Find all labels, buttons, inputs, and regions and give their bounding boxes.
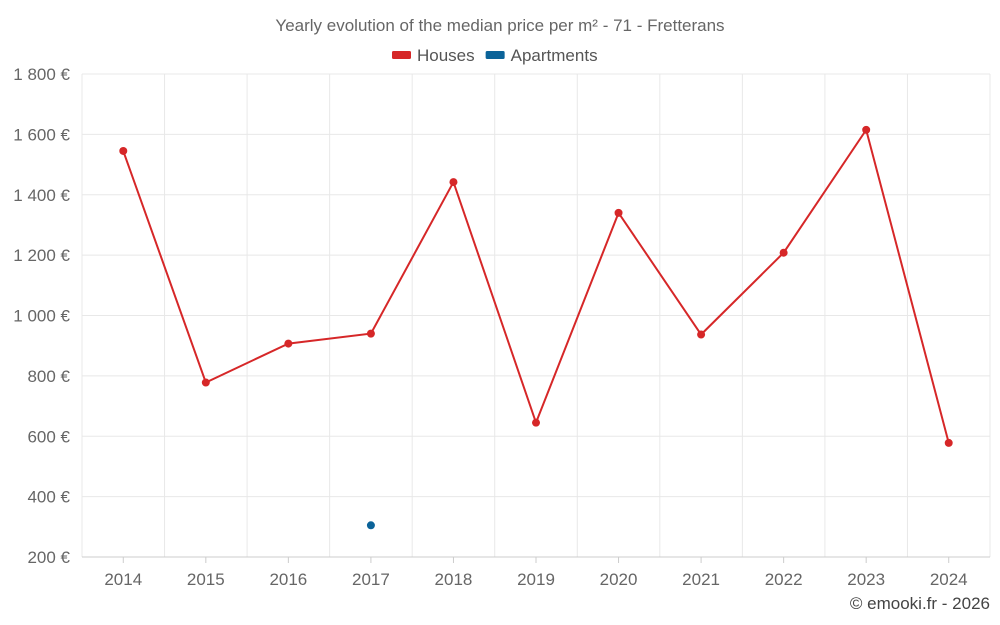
legend: Houses Apartments <box>392 46 598 65</box>
legend-swatch <box>392 51 411 59</box>
x-tick-label: 2017 <box>352 570 390 589</box>
x-tick-label: 2018 <box>435 570 473 589</box>
x-tick-label: 2022 <box>765 570 803 589</box>
x-tick-label: 2023 <box>847 570 885 589</box>
data-point[interactable] <box>201 378 210 387</box>
chart-title: Yearly evolution of the median price per… <box>275 16 724 35</box>
y-tick-label: 400 € <box>27 488 70 507</box>
data-point[interactable] <box>366 521 375 530</box>
x-tick-label: 2014 <box>104 570 142 589</box>
data-point[interactable] <box>119 146 128 155</box>
x-tick-label: 2016 <box>269 570 307 589</box>
y-tick-label: 1 200 € <box>13 246 70 265</box>
data-point[interactable] <box>697 330 706 339</box>
x-tick-label: 2021 <box>682 570 720 589</box>
y-axis: 200 € 400 € 600 € 800 € 1 000 € 1 200 € 1 400 … <box>13 65 70 567</box>
x-tick-label: 2020 <box>600 570 638 589</box>
series-layer <box>119 125 953 530</box>
legend-item-houses[interactable]: Houses <box>392 46 475 65</box>
data-point[interactable] <box>284 339 293 348</box>
y-tick-label: 200 € <box>27 548 70 567</box>
y-tick-label: 1 600 € <box>13 125 70 144</box>
data-point[interactable] <box>366 329 375 338</box>
x-tick-label: 2015 <box>187 570 225 589</box>
data-point[interactable] <box>614 208 623 217</box>
legend-label: Houses <box>417 46 475 65</box>
data-point[interactable] <box>532 418 540 427</box>
series-houses <box>119 125 953 447</box>
grid <box>81 73 991 558</box>
y-tick-label: 1 000 € <box>13 307 70 326</box>
legend-label: Apartments <box>511 46 598 65</box>
x-tick-label: 2019 <box>517 570 555 589</box>
legend-swatch <box>485 51 505 59</box>
data-point[interactable] <box>779 248 788 257</box>
y-tick-label: 1 800 € <box>13 65 70 84</box>
data-point[interactable] <box>944 438 953 447</box>
x-tick-label: 2024 <box>930 570 968 589</box>
legend-item-apartments[interactable]: Apartments <box>485 46 598 65</box>
credit-text: © emooki.fr - 2026 <box>850 594 990 613</box>
data-point[interactable] <box>449 178 458 187</box>
y-tick-label: 600 € <box>27 427 70 446</box>
data-point[interactable] <box>862 125 871 134</box>
x-axis: 2014 2015 2016 2017 2018 2019 2020 2021 2022 2023… <box>82 556 990 589</box>
y-tick-label: 800 € <box>27 367 70 386</box>
series-apartments <box>366 521 375 530</box>
y-tick-label: 1 400 € <box>13 186 70 205</box>
